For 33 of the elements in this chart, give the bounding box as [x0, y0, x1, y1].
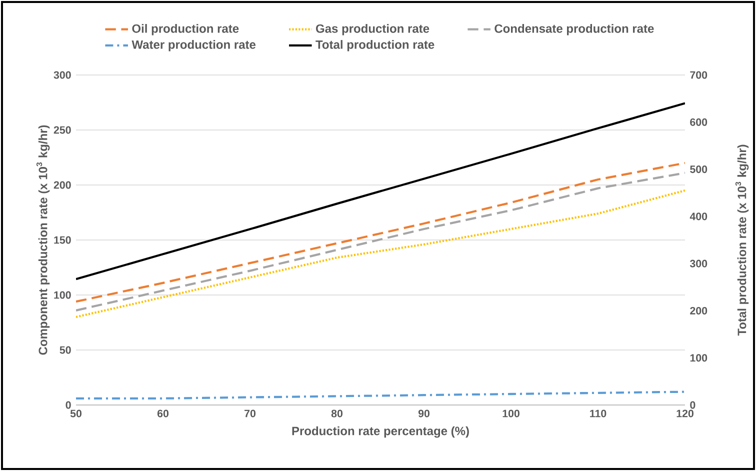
legend-label: Condensate production rate — [494, 24, 654, 36]
legend-label: Oil production rate — [132, 24, 239, 36]
x-tick-label: 70 — [244, 410, 256, 418]
y-tick-label: 150 — [54, 236, 71, 244]
line-series — [76, 102, 686, 280]
y-tick-label: 200 — [54, 181, 71, 189]
legend-label: Total production rate — [316, 40, 434, 52]
y2-axis-title: Total production rate (x 10$^{3}$ kg/hr) — [735, 144, 749, 336]
y2-tick-label: 300 — [690, 260, 708, 268]
x-tick-label: 90 — [418, 410, 430, 418]
y-tick-label: 100 — [54, 291, 71, 299]
y2-tick-label: 400 — [690, 212, 708, 220]
y-tick-label: 50 — [60, 346, 71, 354]
x-tick-label: 110 — [590, 410, 606, 418]
x-tick-label: 120 — [676, 410, 694, 418]
legend-label: Gas production rate — [316, 24, 430, 36]
x-axis-title: Production rate percentage (%) — [292, 426, 469, 438]
y2-tick-label: 700 — [690, 71, 708, 79]
y-axis-title: Component production rate (x 10$^{3}$ kg/hr) — [36, 125, 50, 355]
y-tick-label: 250 — [54, 126, 71, 134]
x-tick-label: 100 — [502, 410, 520, 418]
y2-tick-label: 500 — [690, 166, 708, 174]
x-tick-label: 60 — [157, 410, 168, 418]
y-tick-label: 0 — [66, 401, 71, 409]
x-tick-label: 50 — [70, 410, 82, 418]
legend-label: Water production rate — [132, 40, 256, 52]
y2-tick-label: 100 — [690, 354, 708, 362]
y2-tick-label: 200 — [690, 306, 708, 314]
x-tick-label: 80 — [331, 410, 342, 418]
y-tick-label: 300 — [54, 71, 71, 79]
y2-tick-label: 0 — [690, 401, 696, 409]
line-series — [76, 390, 686, 400]
y2-tick-label: 600 — [690, 118, 708, 126]
